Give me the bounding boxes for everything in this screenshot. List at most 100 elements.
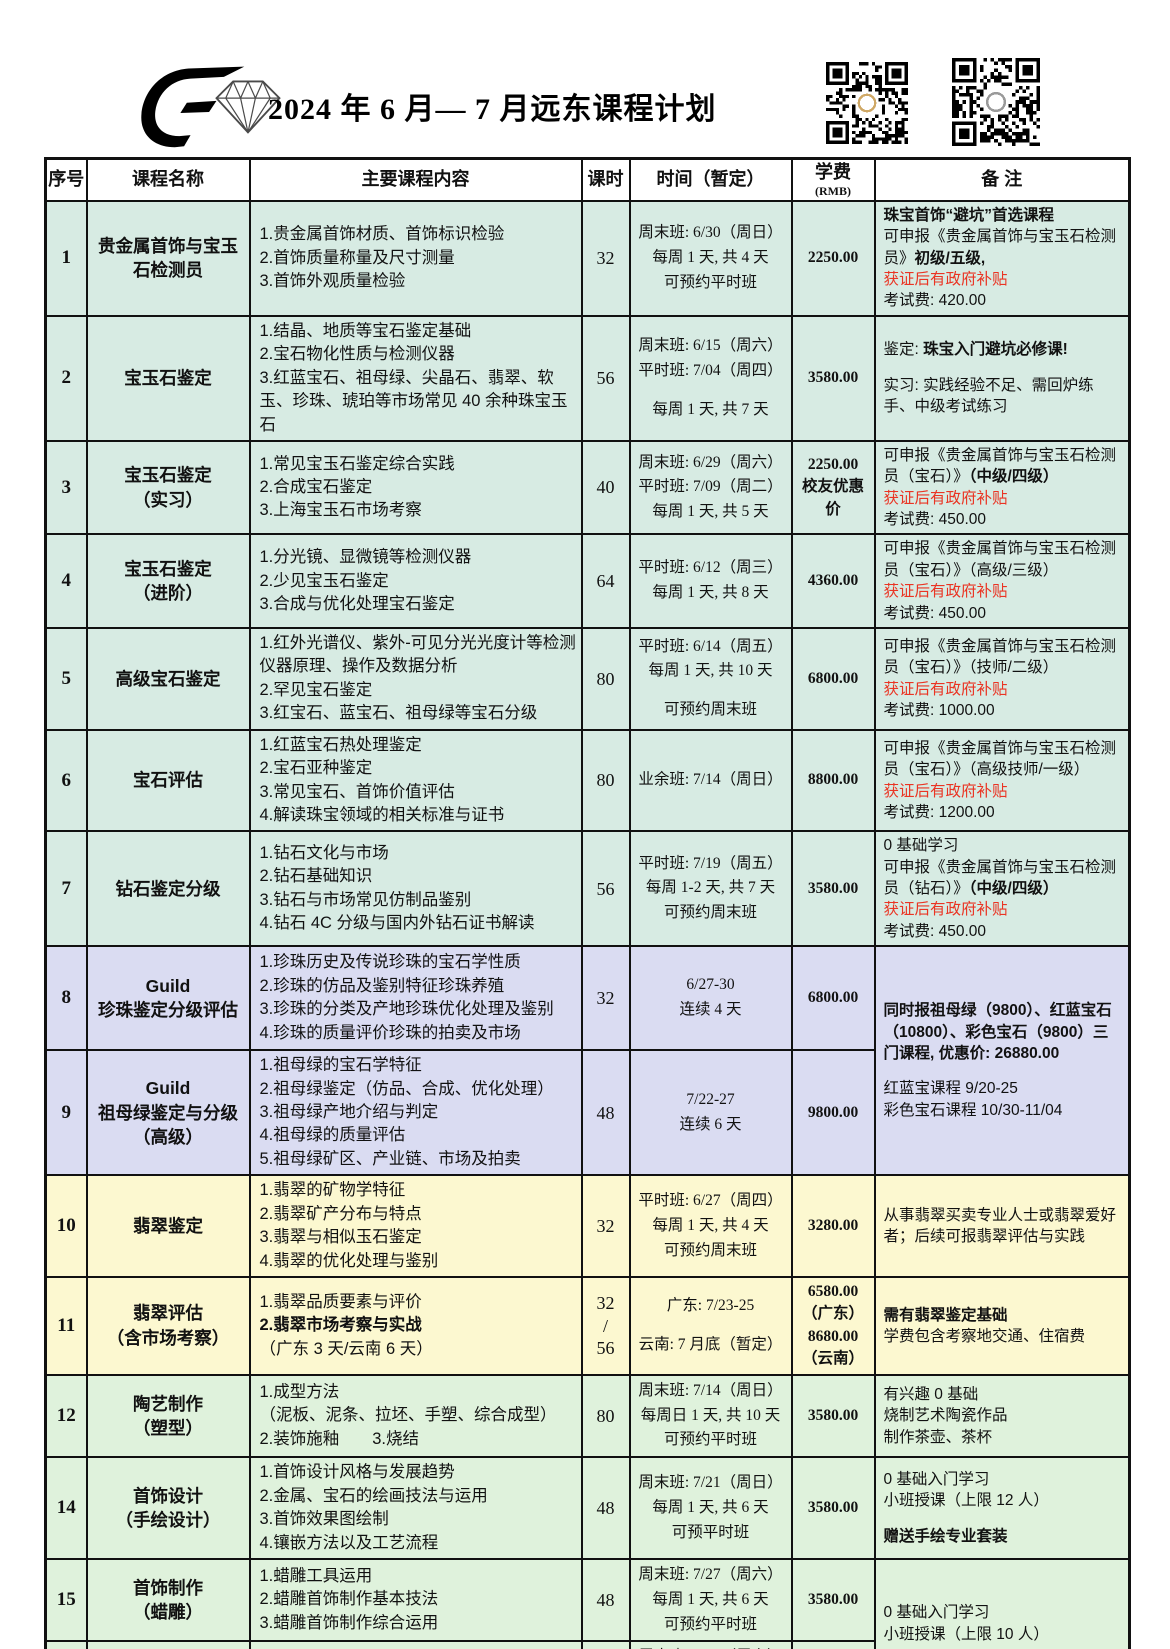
col-header-name: 课程名称 [85,157,251,202]
course-time: 广东: 7/23-25 云南: 7 月底（暂定） [628,1276,793,1376]
course-content: 1.红蓝宝石热处理鉴定 2.宝石亚种鉴定 3.常见宝石、首饰价值评估 4.解读珠宝领域… [248,728,583,833]
course-hours: 56 [580,830,631,948]
course-remark: 从事翡翠买卖专业人士或翡翠爱好者；后续可报翡翠评估与实践 [873,1174,1131,1279]
course-hours: 40 [580,439,631,536]
course-hours: 80 [580,1373,631,1459]
row-number: 2 [44,314,88,442]
course-fee: 3580.00 [790,314,876,442]
course-hours: 40 [580,1640,631,1649]
course-name: Guild 祖母绿鉴定与分级 （高级） [85,1049,251,1177]
course-name: 宝石评估 [85,728,251,833]
course-hours: 48 [580,1456,631,1560]
course-fee: 6800.00 [790,626,876,731]
course-name: 宝玉石鉴定 （实习） [85,439,251,536]
course-hours: 64 [580,533,631,629]
col-header-remark: 备 注 [873,157,1131,202]
course-row-8: 8 Guild 珍珠鉴定分级评估 1.珍珠历史及传说珍珠的宝石学性质 2.珍珠的仿品及鉴… [44,945,1131,1177]
course-row-15: 15 首饰制作 （蜡雕） 1.蜡雕工具运用 2.蜡雕首饰制作基本技法 3.蜡雕首饰制作综合… [44,1557,1131,1649]
qr-code-icon [826,62,908,144]
course-hours: 32 [580,199,631,317]
course-fee: 3580.00 [790,1456,876,1560]
course-row-10: 10 翡翠鉴定 1.翡翠的矿物学特征 2.翡翠矿产分布与特点 3.翡翠与相似玉石鉴定 4.… [44,1174,1131,1279]
feg-diamond-logo-icon [141,66,281,148]
course-remark: 可申报《贵金属首饰与宝玉石检测员（宝石）》（技师/二级） 获证后有政府补贴 考试费:… [873,626,1131,731]
course-content: 1.锯、锉、焊接的运用 2.挂件的制作3.齿镶首饰制作 4.打磨及抛光方法 [248,1640,583,1649]
course-time: 周末班: 7/21（周日） 每周 1 天, 共 6 天可预平时班 [628,1456,793,1560]
fee-label: 学费 [815,162,851,182]
course-fee: 3580.00 [790,1373,876,1459]
course-hours: 32 [580,1174,631,1279]
course-content: 1.贵金属首饰材质、首饰标识检验 2.首饰质量称量及尺寸测量 3.首饰外观质量检验 [248,199,583,317]
page-title: 2024 年 6 月— 7 月远东课程计划 [268,93,717,126]
row-number: 8 [44,945,88,1052]
course-name: 翡翠评估 （含市场考察） [85,1276,251,1376]
course-time: 7/22-27 连续 6 天 [628,1049,793,1177]
course-content: 1.常见宝玉石鉴定综合实践 2.合成宝石鉴定 3.上海宝玉石市场考察 [248,439,583,536]
qr-code-icon [952,58,1040,146]
course-time: 6/27-30 连续 4 天 [628,945,793,1052]
course-table-body: 1 贵金属首饰与宝玉石检测员 1.贵金属首饰材质、首饰标识检验 2.首饰质量称量及尺寸… [44,199,1131,1649]
course-row-6: 6 宝石评估 1.红蓝宝石热处理鉴定 2.宝石亚种鉴定 3.常见宝石、首饰价值评估 4.解… [44,728,1131,833]
course-remark: 需有翡翠鉴定基础 学费包含考察地交通、住宿费 [873,1276,1131,1376]
course-name: 贵金属首饰与宝玉石检测员 [85,199,251,317]
page-header: 2024 年 6 月— 7 月远东课程计划 [0,0,1170,157]
course-time: 业余班: 7/14（周日） [628,728,793,833]
row-number: 11 [44,1276,88,1376]
course-row-3: 3 宝玉石鉴定 （实习） 1.常见宝玉石鉴定综合实践 2.合成宝石鉴定 3.上海宝玉石市场… [44,439,1131,536]
course-row-14: 14 首饰设计 （手绘设计） 1.首饰设计风格与发展趋势 2.金属、宝石的绘画技法与运用… [44,1456,1131,1560]
course-remark: 可申报《贵金属首饰与宝玉石检测员（宝石）》（高级技师/一级） 获证后有政府补贴 考试… [873,728,1131,833]
course-name: 钻石鉴定分级 [85,830,251,948]
row-number: 16 [44,1640,88,1649]
course-hours: 32 [580,945,631,1052]
course-name: 首饰设计 （手绘设计） [85,1456,251,1560]
course-time: 平时班: 6/14（周五） 每周 1 天, 共 10 天 可预约周末班 [628,626,793,731]
course-remark: 可申报《贵金属首饰与宝玉石检测员（宝石）》（高级/三级） 获证后有政府补贴 考试费:… [873,533,1131,629]
course-fee: 6580.00 （广东） 8680.00 （云南） [790,1276,876,1376]
col-header-hours: 课时 [580,157,631,202]
course-row-4: 4 宝玉石鉴定 （进阶） 1.分光镜、显微镜等检测仪器 2.少见宝玉石鉴定 3.合成与优化… [44,533,1131,629]
col-header-no: 序号 [44,157,88,202]
course-content: 1.首饰设计风格与发展趋势 2.金属、宝石的绘画技法与运用 3.首饰效果图绘制 4.镶… [248,1456,583,1560]
course-content: 1.钻石文化与市场 2.钻石基础知识 3.钻石与市场常见仿制品鉴别 4.钻石 4C 分… [248,830,583,948]
course-remark: 珠宝首饰“避坑”首选课程 可申报《贵金属首饰与宝玉石检测员》初级/五级, 获证后有政… [873,199,1131,317]
col-header-content: 主要课程内容 [248,157,583,202]
course-fee: 4360.00 [790,533,876,629]
course-remark: 0 基础学习 可申报《贵金属首饰与宝玉石检测员（钻石）》（中级/四级） 获证后有政府… [873,830,1131,948]
course-hours: 48 [580,1557,631,1643]
course-fee: 8800.00 [790,728,876,833]
fee-currency-label: (RMB) [815,183,851,198]
course-hours: 80 [580,728,631,833]
row-number: 14 [44,1456,88,1560]
course-remark: 有兴趣 0 基础 烧制艺术陶瓷作品 制作茶壶、茶杯 [873,1373,1131,1459]
course-content: 1.珍珠历史及传说珍珠的宝石学性质 2.珍珠的仿品及鉴别特征珍珠养殖 3.珍珠的分类… [248,945,583,1052]
row-number: 9 [44,1049,88,1177]
course-time: 周末班: 6/15（周六） 平时班: 7/04（周四） 每周 1 天, 共 7 天 [628,314,793,442]
row-number: 1 [44,199,88,317]
course-fee: 3280.00 [790,1174,876,1279]
table-header: 序号 课程名称 主要课程内容 课时 时间（暂定） 学费 (RMB) 备 注 [44,157,1131,202]
course-fee: 9800.00 [790,1049,876,1177]
course-name: 首饰制作 （蜡雕） [85,1557,251,1643]
course-time: 周末班: 6/29（周六） 平时班: 7/09（周二） 每周 1 天, 共 5 天 [628,439,793,536]
course-fee: 3680.00 [790,1640,876,1649]
course-name: 首饰制作（金工） [85,1640,251,1649]
course-row-11: 11 翡翠评估 （含市场考察） 1.翡翠品质要素与评价 2.翡翠市场考察与实战 （广东 3… [44,1276,1131,1376]
course-hours: 56 [580,314,631,442]
course-time: 平时班: 7/19（周五） 每周 1-2 天, 共 7 天可预约周末班 [628,830,793,948]
course-hours: 48 [580,1049,631,1177]
course-content: 1.红外光谱仪、紫外-可见分光光度计等检测仪器原理、操作及数据分析 2.罕见宝石鉴… [248,626,583,731]
row-number: 12 [44,1373,88,1459]
course-time: 周末班: 7/27（周六） 每周 1 天, 共 6 天可预约平时班 [628,1557,793,1643]
col-header-fee: 学费 (RMB) [790,157,876,202]
course-name: 宝玉石鉴定 [85,314,251,442]
row-number: 10 [44,1174,88,1279]
course-fee: 3580.00 [790,1557,876,1643]
col-header-time: 时间（暂定） [628,157,793,202]
course-row-5: 5 高级宝石鉴定 1.红外光谱仪、紫外-可见分光光度计等检测仪器原理、操作及数据分析… [44,626,1131,731]
course-name: Guild 珍珠鉴定分级评估 [85,945,251,1052]
course-remark: 可申报《贵金属首饰与宝玉石检测员（宝石）》（中级/四级） 获证后有政府补贴 考试费:… [873,439,1131,536]
course-content: 1.蜡雕工具运用 2.蜡雕首饰制作基本技法 3.蜡雕首饰制作综合运用 [248,1557,583,1643]
course-name: 陶艺制作 （塑型） [85,1373,251,1459]
